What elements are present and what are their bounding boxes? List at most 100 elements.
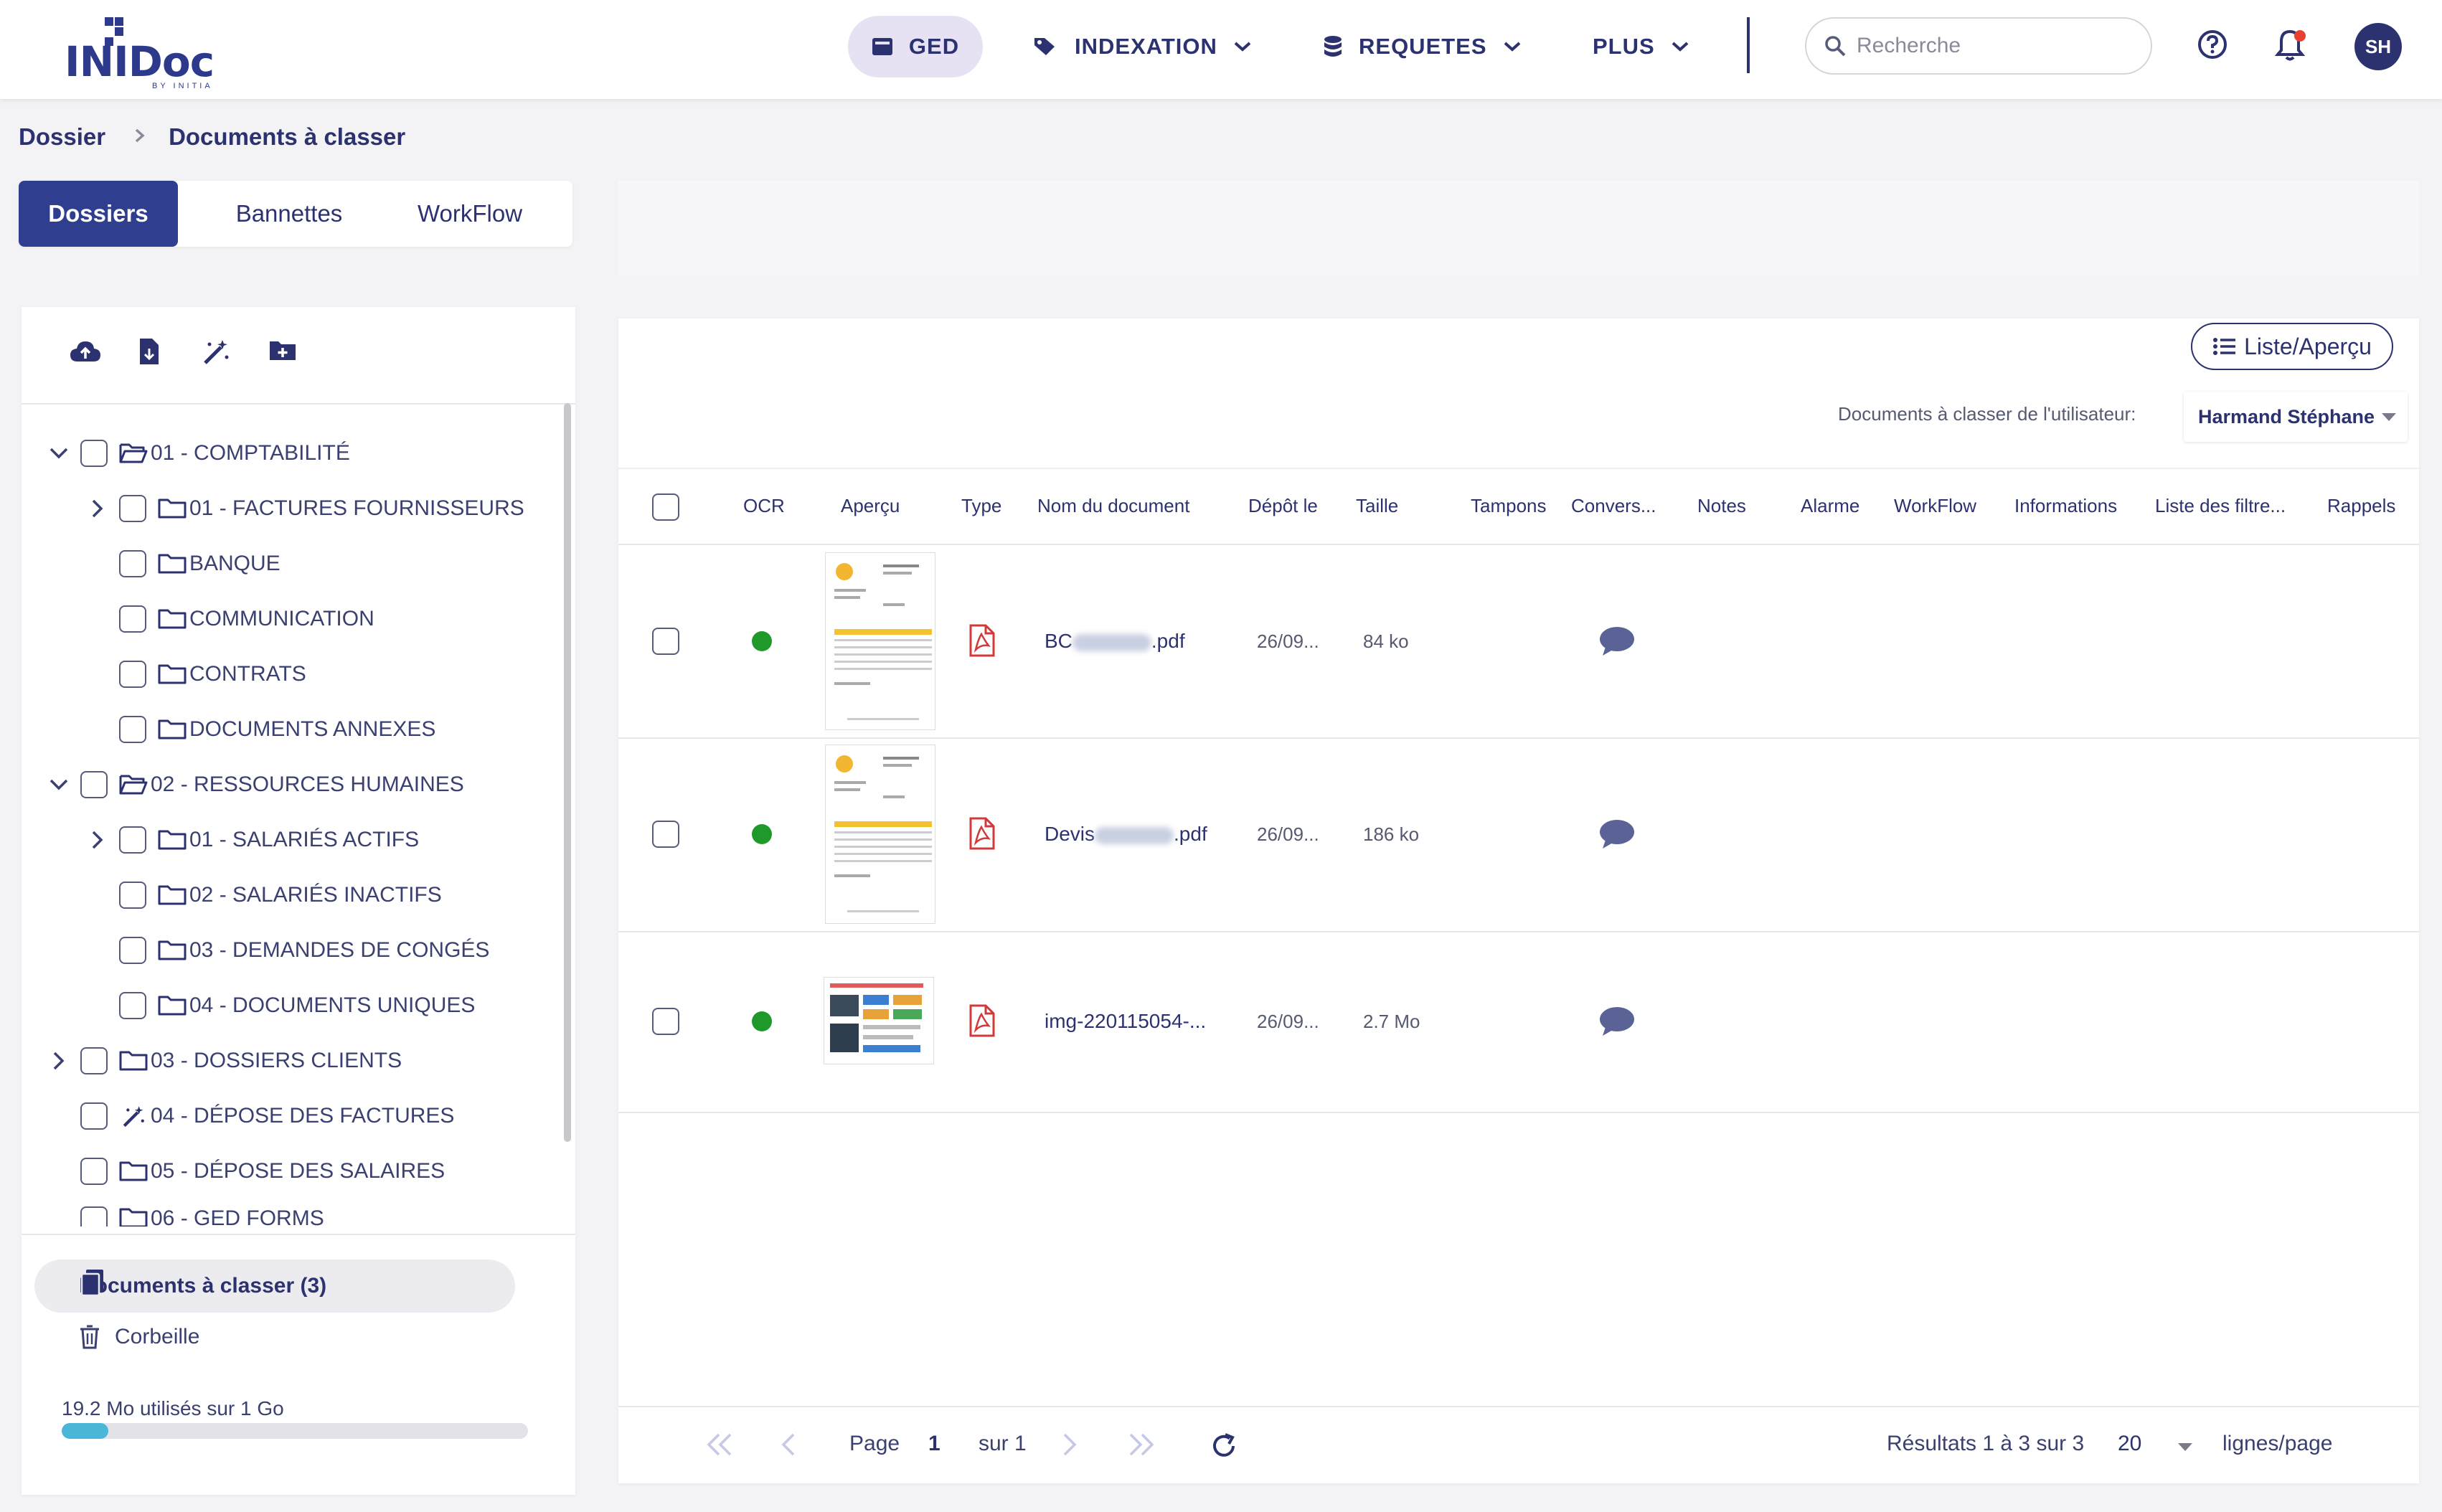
nav-plus[interactable]: PLUS bbox=[1593, 16, 1689, 77]
nav-indexation[interactable]: INDEXATION bbox=[1033, 16, 1252, 77]
tree-item[interactable]: 05 - DÉPOSE DES SALAIRES bbox=[44, 1151, 445, 1191]
tree-checkbox[interactable] bbox=[119, 716, 146, 743]
tree-checkbox[interactable] bbox=[80, 1047, 108, 1074]
user-filter-select[interactable]: Harmand Stéphane bbox=[2184, 392, 2408, 442]
liste-apercu-button[interactable]: Liste/Aperçu bbox=[2191, 323, 2393, 370]
tree-item[interactable]: 04 - DOCUMENTS UNIQUES bbox=[83, 986, 475, 1026]
column-header[interactable]: Notes bbox=[1697, 495, 1746, 516]
nav-ged[interactable]: GED bbox=[848, 16, 983, 77]
tree-scrollbar[interactable] bbox=[564, 403, 571, 1142]
first-page-icon[interactable] bbox=[704, 1432, 736, 1457]
tree-checkbox[interactable] bbox=[80, 1158, 108, 1185]
rows-per-page-select[interactable]: 20 bbox=[2101, 1427, 2201, 1468]
breadcrumb-root[interactable]: Dossier bbox=[19, 123, 106, 150]
user-avatar[interactable]: SH bbox=[2354, 23, 2402, 70]
chevron-down-icon[interactable] bbox=[44, 778, 73, 791]
tree-item[interactable]: 06 - GED FORMS bbox=[44, 1206, 324, 1227]
row-divider bbox=[618, 931, 2419, 932]
file-add-icon[interactable] bbox=[138, 337, 161, 366]
search-box[interactable] bbox=[1805, 17, 2152, 75]
column-header[interactable]: Nom du document bbox=[1037, 495, 1190, 516]
next-page-icon[interactable] bbox=[1060, 1432, 1079, 1457]
tree-checkbox[interactable] bbox=[119, 937, 146, 964]
tab-bannettes[interactable]: Bannettes bbox=[235, 200, 343, 227]
chevron-right-icon[interactable] bbox=[83, 499, 112, 519]
document-preview-thumbnail[interactable] bbox=[825, 552, 935, 730]
tab-workflow[interactable]: WorkFlow bbox=[417, 200, 523, 227]
tree-checkbox[interactable] bbox=[119, 826, 146, 854]
cloud-upload-icon[interactable] bbox=[69, 337, 102, 366]
column-header[interactable]: WorkFlow bbox=[1894, 495, 1977, 516]
column-header[interactable]: Alarme bbox=[1801, 495, 1860, 516]
previous-page-icon[interactable] bbox=[779, 1432, 798, 1457]
conversation-icon[interactable] bbox=[1598, 625, 1636, 661]
folder-plus-icon[interactable] bbox=[268, 337, 297, 363]
row-checkbox[interactable] bbox=[652, 1008, 679, 1035]
magic-wand-icon[interactable] bbox=[201, 337, 231, 366]
documents-a-classer-item[interactable]: Documents à classer (3) bbox=[34, 1260, 515, 1313]
chevron-right-icon[interactable] bbox=[44, 1051, 73, 1071]
tree-item[interactable]: 04 - DÉPOSE DES FACTURES bbox=[44, 1096, 454, 1136]
corbeille-item[interactable]: Corbeille bbox=[79, 1324, 199, 1350]
column-header[interactable]: Type bbox=[961, 495, 1002, 516]
tree-item[interactable]: 03 - DEMANDES DE CONGÉS bbox=[83, 930, 489, 970]
tree-item[interactable]: 02 - RESSOURCES HUMAINES bbox=[44, 765, 464, 805]
column-header[interactable]: Rappels bbox=[2327, 495, 2396, 516]
liste-apercu-label: Liste/Aperçu bbox=[2244, 333, 2372, 359]
column-header[interactable]: Aperçu bbox=[841, 495, 900, 516]
folder-icon bbox=[119, 1049, 148, 1072]
help-circle-icon[interactable] bbox=[2197, 29, 2228, 60]
search-input[interactable] bbox=[1857, 34, 2129, 58]
row-checkbox[interactable] bbox=[652, 628, 679, 655]
document-preview-thumbnail[interactable] bbox=[825, 745, 935, 924]
column-header[interactable]: Liste des filtre... bbox=[2155, 495, 2286, 516]
tree-item[interactable]: 01 - COMPTABILITÉ bbox=[44, 433, 350, 473]
column-header[interactable]: Dépôt le bbox=[1248, 495, 1318, 516]
select-all-checkbox[interactable] bbox=[652, 493, 679, 521]
tree-item[interactable]: 01 - FACTURES FOURNISSEURS bbox=[83, 488, 524, 529]
row-checkbox[interactable] bbox=[652, 821, 679, 848]
tree-item[interactable]: CONTRATS bbox=[83, 654, 306, 694]
tree-item[interactable]: 02 - SALARIÉS INACTIFS bbox=[83, 875, 442, 915]
refresh-icon[interactable] bbox=[1210, 1432, 1238, 1460]
tree-checkbox[interactable] bbox=[80, 771, 108, 798]
document-preview-thumbnail[interactable] bbox=[824, 977, 934, 1064]
column-header[interactable]: Informations bbox=[2014, 495, 2118, 516]
tree-item[interactable]: COMMUNICATION bbox=[83, 599, 374, 639]
column-header[interactable]: Taille bbox=[1356, 495, 1399, 516]
inidoc-logo[interactable]: INIDoc BY INITIA bbox=[65, 13, 244, 92]
tree-checkbox[interactable] bbox=[80, 1206, 108, 1227]
page-number[interactable]: 1 bbox=[928, 1432, 940, 1455]
chevron-down-icon[interactable] bbox=[44, 447, 73, 460]
column-header[interactable]: OCR bbox=[743, 495, 785, 516]
nav-requetes[interactable]: REQUETES bbox=[1323, 16, 1522, 77]
pagination-divider bbox=[618, 1406, 2419, 1407]
tree-checkbox[interactable] bbox=[119, 495, 146, 522]
column-header[interactable]: Convers... bbox=[1571, 495, 1656, 516]
chevron-right-icon[interactable] bbox=[83, 830, 112, 850]
ocr-status-dot bbox=[752, 1011, 772, 1031]
tree-checkbox[interactable] bbox=[80, 1102, 108, 1130]
tree-item[interactable]: 01 - SALARIÉS ACTIFS bbox=[83, 820, 419, 860]
tree-item[interactable]: BANQUE bbox=[83, 544, 280, 584]
tree-item[interactable]: 03 - DOSSIERS CLIENTS bbox=[44, 1041, 402, 1081]
document-name-link[interactable]: BC .pdf bbox=[1045, 630, 1185, 653]
tree-checkbox[interactable] bbox=[119, 605, 146, 633]
tree-item[interactable]: DOCUMENTS ANNEXES bbox=[83, 709, 435, 750]
user-filter-value: Harmand Stéphane bbox=[2198, 405, 2375, 427]
tree-checkbox[interactable] bbox=[119, 882, 146, 909]
folder-icon bbox=[158, 663, 187, 686]
column-header[interactable]: Tampons bbox=[1471, 495, 1547, 516]
tree-checkbox[interactable] bbox=[119, 550, 146, 577]
document-name-link[interactable]: Devis .pdf bbox=[1045, 823, 1207, 846]
tree-item-label: 02 - RESSOURCES HUMAINES bbox=[151, 772, 464, 796]
tab-dossiers[interactable]: Dossiers bbox=[19, 181, 178, 247]
tree-checkbox[interactable] bbox=[119, 992, 146, 1019]
last-page-icon[interactable] bbox=[1125, 1432, 1156, 1457]
conversation-icon[interactable] bbox=[1598, 1006, 1636, 1041]
document-name-link[interactable]: img-220115054-... bbox=[1045, 1010, 1206, 1033]
conversation-icon[interactable] bbox=[1598, 818, 1636, 854]
chevron-down-icon bbox=[1672, 42, 1689, 52]
tree-checkbox[interactable] bbox=[119, 661, 146, 688]
tree-checkbox[interactable] bbox=[80, 440, 108, 467]
